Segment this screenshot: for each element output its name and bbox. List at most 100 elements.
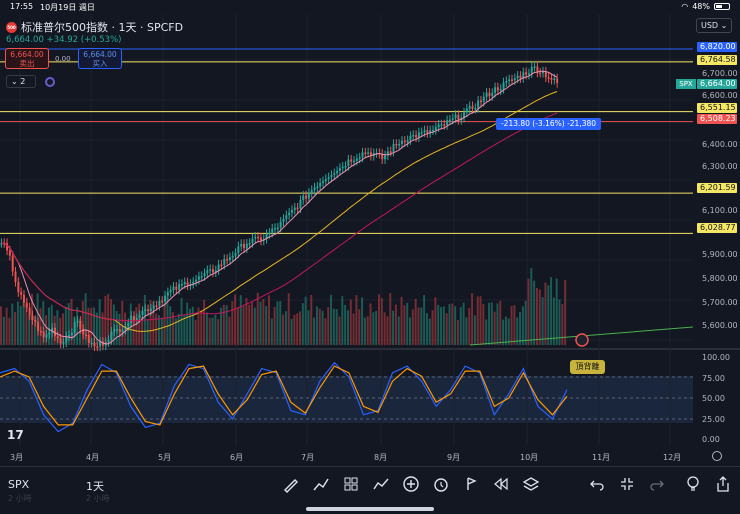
- volume-bar: [355, 295, 358, 345]
- volume-bar: [59, 317, 62, 345]
- candle: [254, 236, 257, 239]
- candle: [384, 155, 387, 160]
- indicator-toggle[interactable]: ⌄ 2: [6, 75, 36, 88]
- redo-icon[interactable]: [648, 475, 666, 493]
- candle: [127, 323, 130, 327]
- candle: [0, 243, 3, 245]
- volume-bar: [440, 307, 443, 345]
- volume-bar: [152, 301, 155, 345]
- volume-bar: [420, 307, 423, 345]
- volume-bar: [84, 293, 87, 345]
- volume-bar: [98, 299, 101, 345]
- candle: [522, 72, 525, 79]
- volume-bar: [361, 297, 364, 345]
- volume-bar: [67, 303, 70, 345]
- alert-icon[interactable]: [432, 475, 450, 493]
- volume-bar: [372, 312, 375, 345]
- price-tick: 6,600.00: [702, 91, 738, 100]
- chevron-down-icon: ⌄: [11, 77, 21, 86]
- volume-bar: [555, 278, 558, 345]
- volume-bar: [349, 299, 352, 345]
- candle: [482, 96, 485, 102]
- volume-bar: [234, 294, 237, 345]
- candle: [451, 118, 454, 120]
- candle: [133, 315, 135, 321]
- volume-bar: [488, 302, 490, 345]
- candle: [175, 286, 178, 290]
- time-tick: 11月: [592, 453, 611, 462]
- volume-bar: [93, 307, 96, 345]
- price-level-label: 6,764.58: [697, 55, 737, 65]
- volume-bar: [110, 299, 112, 345]
- ma-long-line: [1, 112, 558, 322]
- volume-bar: [87, 307, 90, 345]
- buy-button[interactable]: 6,664.00 买入: [78, 48, 122, 69]
- volume-bar: [186, 302, 189, 345]
- candle: [68, 335, 71, 337]
- volume-bar: [62, 313, 65, 345]
- candle: [330, 174, 333, 178]
- indicators-icon[interactable]: [372, 475, 390, 493]
- chart-header[interactable]: 500 标准普尔500指数 · 1天 · SPCFD: [6, 19, 183, 35]
- candle: [316, 186, 319, 189]
- rewind-icon[interactable]: [492, 475, 510, 493]
- volume-bar: [513, 305, 516, 345]
- candle: [87, 334, 90, 343]
- volume-bar: [392, 310, 395, 345]
- chart-type-icon[interactable]: [312, 475, 330, 493]
- volume-bar: [524, 300, 527, 345]
- share-icon[interactable]: [714, 475, 732, 493]
- candle: [45, 334, 48, 338]
- symbol-title[interactable]: 标准普尔500指数 · 1天 · SPCFD: [21, 21, 184, 34]
- candle: [54, 327, 56, 337]
- candle: [166, 292, 169, 296]
- draw-icon[interactable]: [282, 475, 300, 493]
- candle: [195, 279, 198, 282]
- candle: [488, 92, 491, 97]
- volume-bar: [293, 314, 296, 345]
- symbol-selector[interactable]: SPX: [8, 478, 30, 491]
- volume-bar: [366, 316, 369, 345]
- volume-bar: [338, 316, 341, 345]
- candle: [118, 329, 121, 333]
- layouts-icon[interactable]: [342, 475, 360, 493]
- price-level-label: 6,551.15: [697, 103, 737, 113]
- candle: [220, 264, 223, 267]
- currency-selector[interactable]: USD ⌄: [696, 18, 732, 33]
- add-icon[interactable]: [402, 475, 420, 493]
- volume-bar: [321, 310, 324, 345]
- price-level-label: 6,028.77: [697, 223, 737, 233]
- volume-bar: [521, 306, 524, 345]
- volume-bar: [533, 280, 536, 345]
- sell-button[interactable]: 6,664.00 卖出: [5, 48, 49, 69]
- volume-bar: [174, 318, 177, 345]
- candle: [116, 329, 119, 331]
- settings-icon[interactable]: [712, 451, 722, 461]
- candle: [20, 292, 23, 295]
- candle: [550, 78, 553, 80]
- sell-label: 卖出: [19, 59, 35, 68]
- candle: [17, 281, 20, 293]
- candle: [138, 315, 141, 319]
- volume-bar: [417, 307, 420, 345]
- idea-icon[interactable]: [684, 475, 702, 493]
- divergence-annotation[interactable]: 頂背離: [570, 360, 605, 374]
- candle: [508, 79, 511, 82]
- fullscreen-icon[interactable]: [618, 475, 636, 493]
- candle: [282, 218, 285, 222]
- candle: [336, 170, 339, 174]
- chart-canvas[interactable]: [0, 0, 740, 466]
- chevron-down-icon: ⌄: [720, 21, 728, 30]
- undo-icon[interactable]: [588, 475, 606, 493]
- layers-icon[interactable]: [522, 475, 540, 493]
- replay-icon[interactable]: [462, 475, 480, 493]
- volume-bar: [157, 315, 160, 345]
- oscillator-d-line: [0, 365, 568, 426]
- indicator-object-icon[interactable]: [45, 77, 55, 87]
- candle: [276, 227, 279, 230]
- volume-bar: [5, 307, 8, 345]
- candle: [144, 309, 147, 312]
- oscillator-tick: 100.00: [702, 353, 730, 362]
- timeframe-selector[interactable]: 1天: [86, 480, 104, 493]
- candle: [471, 106, 474, 109]
